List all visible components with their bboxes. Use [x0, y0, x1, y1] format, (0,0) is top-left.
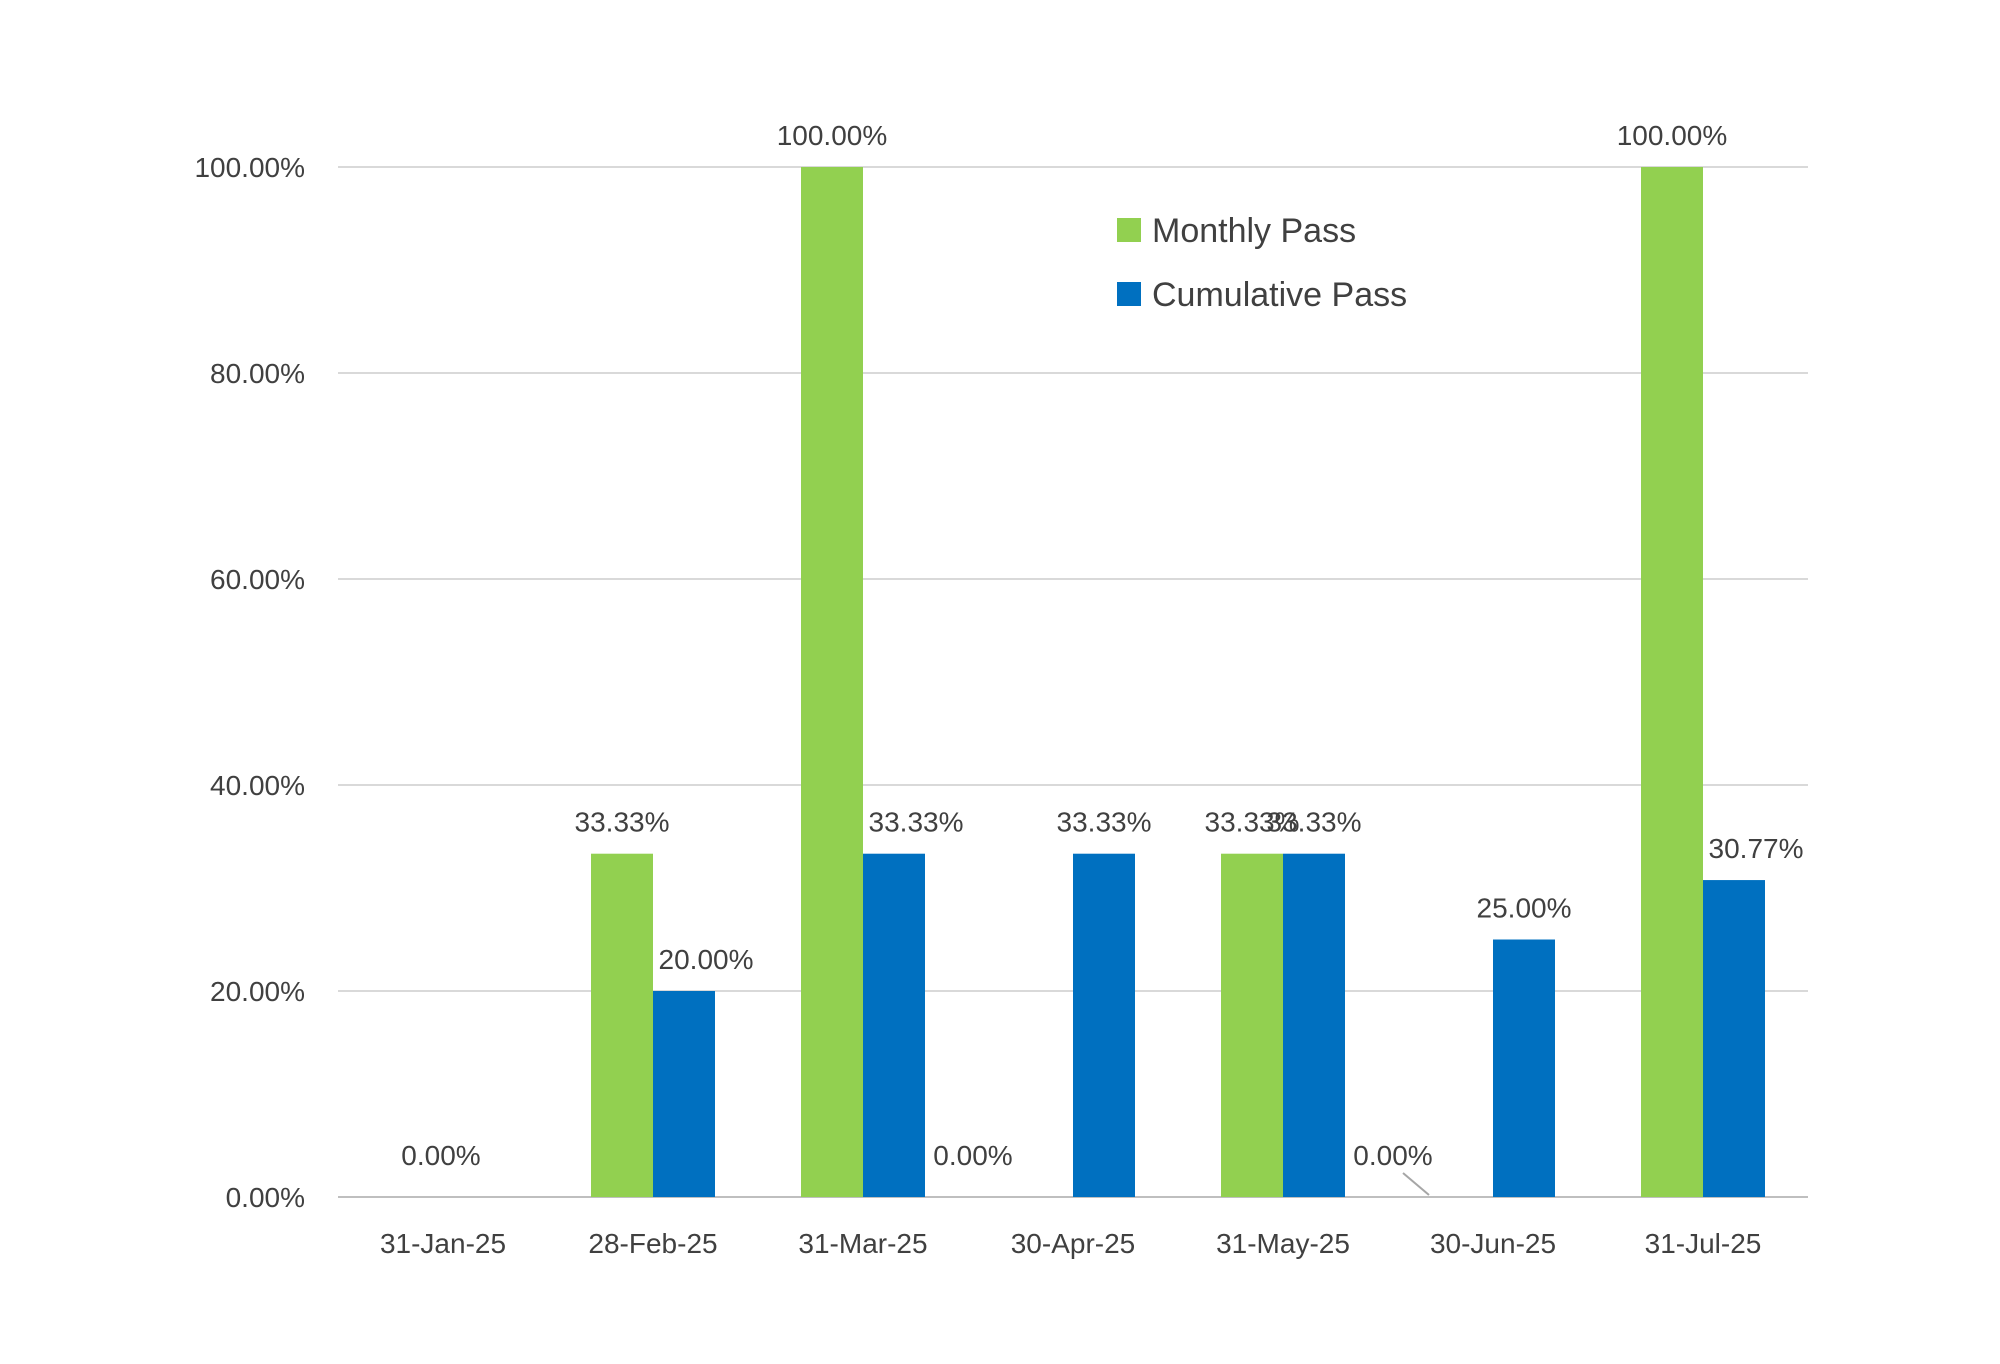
data-label-monthly-pass: 33.33% [575, 807, 670, 838]
data-label-cumulative-pass: 33.33% [1267, 807, 1362, 838]
legend-label: Cumulative Pass [1152, 276, 1407, 314]
data-label-monthly-pass: 100.00% [1617, 120, 1728, 151]
data-label-cumulative-pass: 25.00% [1477, 893, 1572, 924]
bar-cumulative-pass [863, 853, 925, 1197]
y-tick-label: 0.00% [226, 1182, 305, 1213]
x-tick-label: 31-May-25 [1216, 1228, 1350, 1259]
legend-label: Monthly Pass [1152, 212, 1356, 250]
x-tick-label: 30-Jun-25 [1430, 1228, 1556, 1259]
x-tick-label: 31-Jul-25 [1645, 1228, 1762, 1259]
data-label-monthly-pass: 0.00% [933, 1140, 1012, 1171]
bar-cumulative-pass [1283, 853, 1345, 1197]
y-tick-label: 40.00% [210, 770, 305, 801]
data-label-cumulative-pass: 20.00% [659, 944, 754, 975]
x-tick-label: 31-Jan-25 [380, 1228, 506, 1259]
data-label-cumulative-pass: 33.33% [869, 807, 964, 838]
y-tick-label: 20.00% [210, 976, 305, 1007]
bars [591, 167, 1765, 1197]
data-labels: 0.00% 33.33% 20.00% 100.00% 33.33% 0.00% 33.33… [401, 120, 1804, 1196]
bar-cumulative-pass [1073, 853, 1135, 1197]
data-label-monthly-pass: 0.00% [1353, 1140, 1432, 1171]
label-leader-line [1402, 1172, 1430, 1196]
bar-monthly-pass [801, 167, 863, 1197]
bar-monthly-pass [1221, 853, 1283, 1197]
bar-monthly-pass [1641, 167, 1703, 1197]
legend-swatch [1117, 218, 1141, 242]
y-tick-label: 100.00% [194, 152, 305, 183]
data-label-cumulative-pass: 30.77% [1709, 833, 1804, 864]
x-tick-label: 30-Apr-25 [1011, 1228, 1136, 1259]
bar-cumulative-pass [653, 991, 715, 1197]
bar-cumulative-pass [1493, 939, 1555, 1197]
gridlines [338, 166, 1808, 1198]
bar-cumulative-pass [1703, 880, 1765, 1197]
legend: Monthly Pass Cumulative Pass [1117, 212, 1407, 314]
legend-swatch [1117, 282, 1141, 306]
x-tick-label: 31-Mar-25 [798, 1228, 927, 1259]
y-tick-label: 60.00% [210, 564, 305, 595]
data-label-cumulative-pass: 33.33% [1057, 807, 1152, 838]
x-tick-label: 28-Feb-25 [588, 1228, 717, 1259]
y-tick-label: 80.00% [210, 358, 305, 389]
data-label-monthly-pass: 0.00% [401, 1140, 480, 1171]
data-label-monthly-pass: 33.33% [1205, 807, 1300, 838]
y-axis-ticks: 0.00% 20.00% 40.00% 60.00% 80.00% 100.00% [194, 152, 305, 1213]
data-label-monthly-pass: 100.00% [777, 120, 888, 151]
x-axis-ticks: 31-Jan-25 28-Feb-25 31-Mar-25 30-Apr-25 31-M… [380, 1228, 1761, 1259]
bar-monthly-pass [591, 853, 653, 1197]
